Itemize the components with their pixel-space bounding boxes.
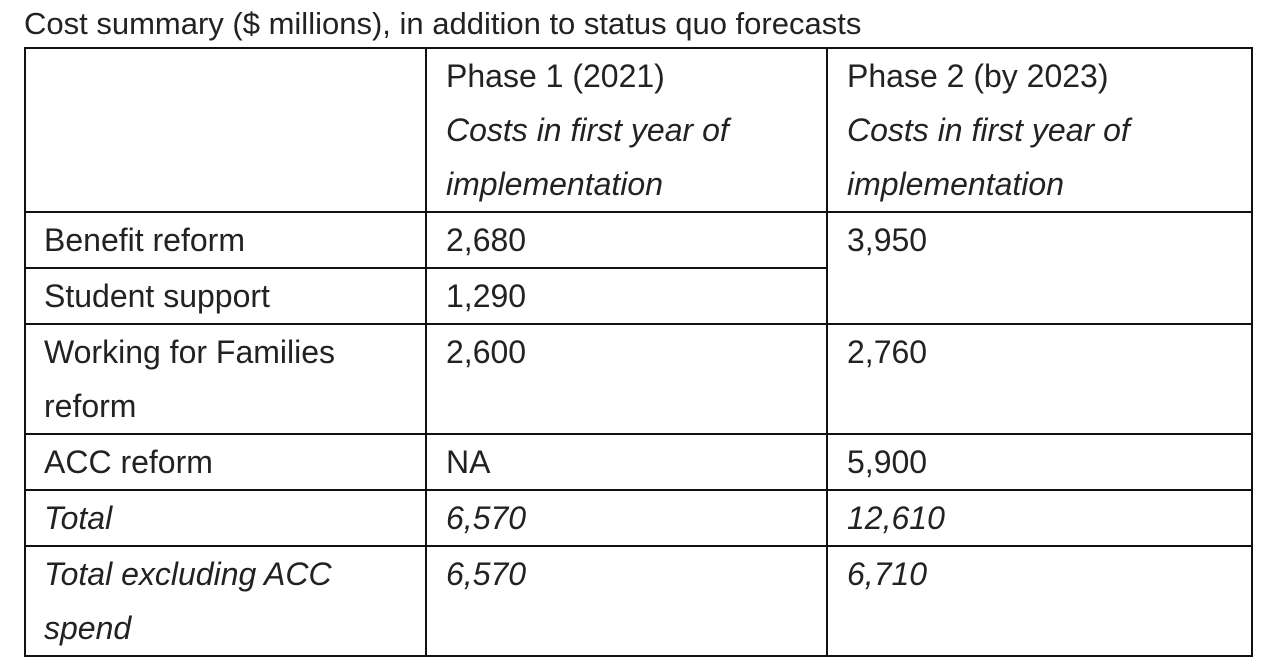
phase-2-value: 3,950 — [826, 211, 1253, 325]
phase-2-value: 2,760 — [826, 323, 1253, 435]
table-row: Working for Families reform 2,600 2,760 — [24, 323, 1253, 435]
phase-1-value: 2,680 — [425, 211, 828, 269]
header-phase-1: Phase 1 (2021) Costs in first year of imp… — [425, 47, 828, 213]
phase-1-value: 6,570 — [425, 489, 828, 547]
phase-2-value: 12,610 — [826, 489, 1253, 547]
table-row: Student support 1,290 — [24, 267, 1252, 325]
table-row: Benefit reform 2,680 3,950 — [24, 211, 1253, 325]
row-label: Student support — [24, 267, 427, 325]
phase-2-value: 6,710 — [826, 545, 1253, 657]
row-label: Total excluding ACC spend — [24, 545, 427, 657]
cost-summary-table: Phase 1 (2021) Costs in first year of imp… — [24, 47, 1253, 657]
table-row: ACC reform NA 5,900 — [24, 433, 1253, 491]
row-label: Benefit reform — [24, 211, 427, 269]
total-excluding-acc-row: Total excluding ACC spend 6,570 6,710 — [24, 545, 1253, 657]
phase-1-value: 1,290 — [425, 267, 828, 325]
phase-1-value: NA — [425, 433, 828, 491]
phase-1-value: 6,570 — [425, 545, 828, 657]
header-subtitle: Costs in first year of implementation — [847, 112, 1130, 202]
header-label: Phase 2 (by 2023) — [847, 58, 1109, 94]
row-label: ACC reform — [24, 433, 427, 491]
phase-2-value: 5,900 — [826, 433, 1253, 491]
header-label: Phase 1 (2021) — [446, 58, 665, 94]
row-label: Total — [24, 489, 427, 547]
header-row: Phase 1 (2021) Costs in first year of imp… — [24, 47, 1253, 213]
table-caption: Cost summary ($ millions), in addition t… — [24, 6, 862, 41]
header-subtitle: Costs in first year of implementation — [446, 112, 729, 202]
row-label: Working for Families reform — [24, 323, 427, 435]
header-phase-2: Phase 2 (by 2023) Costs in first year of … — [826, 47, 1253, 213]
phase-1-value: 2,600 — [425, 323, 828, 435]
total-row: Total 6,570 12,610 — [24, 489, 1253, 547]
header-empty-cell — [24, 47, 427, 213]
